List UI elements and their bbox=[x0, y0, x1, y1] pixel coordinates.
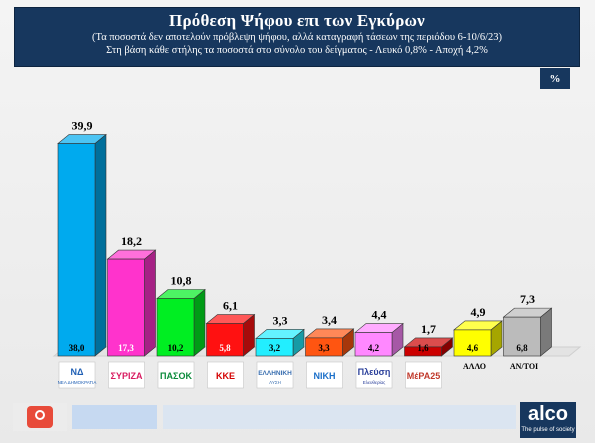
bar-base-label: 5,8 bbox=[219, 343, 231, 353]
bar bbox=[156, 298, 195, 357]
bar bbox=[453, 329, 492, 357]
footer-strip-left bbox=[72, 405, 157, 429]
party-logo-tile bbox=[58, 361, 96, 389]
bar-value-label: 39,9 bbox=[72, 119, 93, 133]
party-logo-tile bbox=[207, 361, 244, 389]
bar-base-label: 10,2 bbox=[168, 343, 184, 353]
bar bbox=[503, 316, 541, 357]
alco-logo-name: alco bbox=[527, 403, 569, 425]
party-logo-text: ΣΥΡΙΖΑ bbox=[111, 371, 143, 381]
bar-value-label: 10,8 bbox=[171, 273, 192, 287]
party-logo-text: ΝΔ bbox=[71, 367, 84, 377]
alco-logo-tagline: The pulse of society bbox=[521, 427, 575, 433]
bar-base-label: 3,2 bbox=[269, 343, 281, 353]
bar-value-label: 4,9 bbox=[471, 305, 486, 319]
alco-logo: alco The pulse of society bbox=[520, 402, 576, 438]
party-logo-tile bbox=[405, 361, 442, 389]
bar-value-label: 18,2 bbox=[121, 234, 142, 248]
party-logo-caption: Ελευθερίας bbox=[363, 380, 386, 385]
party-logo-tile bbox=[355, 361, 393, 389]
chart-subtitle-period: (Τα ποσοστά δεν αποτελούν πρόβλεψη ψήφου… bbox=[92, 32, 502, 43]
bar bbox=[305, 337, 343, 357]
party-logo-text: ΜέΡΑ25 bbox=[407, 371, 440, 381]
chart-subtitle-base: Στη βάση κάθε στήλης τα ποσοστά στο σύνο… bbox=[106, 45, 488, 56]
percent-unit-badge: % bbox=[540, 68, 570, 89]
category-label: ΑΛΛΟ bbox=[463, 362, 486, 371]
bar bbox=[107, 258, 145, 357]
bar bbox=[57, 143, 96, 357]
party-logo-tile bbox=[108, 361, 145, 389]
chart-title: Πρόθεση Ψήφου επι των Εγκύρων bbox=[169, 11, 425, 30]
party-logo-caption: ΛΥΣΗ bbox=[269, 380, 281, 385]
bar-value-label: 6,1 bbox=[223, 299, 238, 313]
party-logo-text: Πλεύση bbox=[358, 367, 391, 377]
bar bbox=[404, 346, 442, 357]
party-logo-text: ΚΚΕ bbox=[216, 371, 235, 381]
party-logo-text: ΠΑΣΟΚ bbox=[160, 371, 192, 381]
category-label: ΑΝ/ΤΟΙ bbox=[510, 362, 538, 371]
chart-header: Πρόθεση Ψήφου επι των Εγκύρων (Τα ποσοστ… bbox=[14, 7, 580, 67]
party-logo-tile bbox=[157, 361, 195, 389]
bar-base-label: 4,6 bbox=[467, 343, 479, 353]
bar-base-label: 6,8 bbox=[516, 343, 528, 353]
party-logo-tile bbox=[306, 361, 343, 389]
bar-base-label: 3,3 bbox=[318, 343, 330, 353]
party-logo-text: ΕΛΛΗΝΙΚΗ bbox=[258, 370, 292, 377]
broadcaster-logo-icon bbox=[27, 406, 53, 428]
bar bbox=[206, 323, 244, 357]
bar bbox=[354, 332, 393, 357]
party-logo-text: ΝΙΚΗ bbox=[314, 371, 336, 381]
bar-value-label: 1,7 bbox=[421, 322, 436, 336]
bar bbox=[255, 338, 294, 357]
party-logo-caption: ΝΕΑ ΔΗΜΟΚΡΑΤΙΑ bbox=[58, 380, 97, 385]
bar-value-label: 4,4 bbox=[372, 308, 387, 322]
party-logo-tile bbox=[256, 361, 294, 389]
bar-value-label: 7,3 bbox=[520, 292, 535, 306]
bar-side bbox=[144, 249, 156, 357]
bar-value-label: 3,4 bbox=[322, 313, 337, 327]
bar-base-label: 1,6 bbox=[417, 343, 429, 353]
bar-base-label: 4,2 bbox=[368, 343, 380, 353]
footer-strip-main bbox=[163, 405, 516, 429]
broadcaster-logo bbox=[13, 403, 67, 431]
bar-base-label: 17,3 bbox=[118, 343, 134, 353]
bar-side bbox=[193, 288, 206, 357]
bar-side bbox=[94, 133, 107, 357]
bar-base-label: 38,0 bbox=[69, 343, 85, 353]
bar-value-label: 3,3 bbox=[273, 313, 288, 327]
